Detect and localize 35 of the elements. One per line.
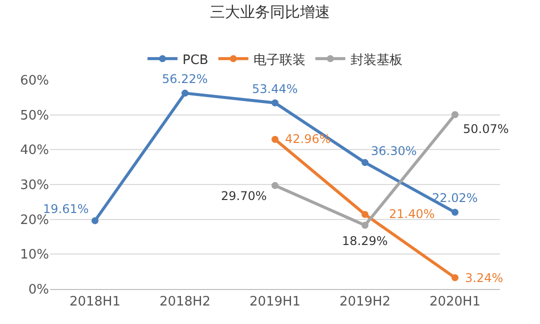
data-label: 3.24% [465, 271, 504, 285]
point [272, 182, 278, 190]
point [92, 217, 98, 224]
point [272, 136, 278, 143]
legend-label: 封装基板 [350, 52, 402, 68]
point [362, 159, 368, 166]
point [272, 99, 278, 106]
point [182, 90, 188, 97]
legend-label: 电子联装 [253, 52, 306, 68]
data-label: 53.44% [252, 82, 298, 96]
chart-title: 三大业务同比增速 [210, 2, 330, 21]
data-label: 18.29% [342, 234, 388, 248]
y-tick-label: 30% [20, 178, 49, 194]
y-tick-label: 50% [20, 108, 49, 124]
data-label: 50.07% [463, 122, 509, 136]
point [362, 210, 368, 218]
point [452, 274, 458, 282]
data-label: 56.22% [162, 72, 208, 86]
data-label: 29.70% [221, 189, 267, 203]
data-label: 42.96% [285, 132, 331, 146]
point [362, 222, 368, 229]
x-tick-label: 2019H2 [339, 294, 391, 310]
y-tick-label: 40% [20, 143, 49, 158]
x-tick-label: 2020H1 [429, 294, 481, 310]
x-tick-label: 2018H1 [69, 294, 121, 310]
point [452, 111, 458, 118]
data-label: 21.40% [389, 207, 435, 221]
legend-label: PCB [182, 52, 208, 68]
y-tick-label: 60% [20, 74, 49, 89]
x-tick-label: 2019H1 [249, 294, 301, 310]
point [452, 208, 458, 216]
y-tick-label: 10% [20, 248, 49, 263]
data-label: 36.30% [371, 144, 417, 158]
x-tick-label: 2018H2 [159, 294, 211, 310]
y-tick-label: 0% [28, 282, 49, 298]
